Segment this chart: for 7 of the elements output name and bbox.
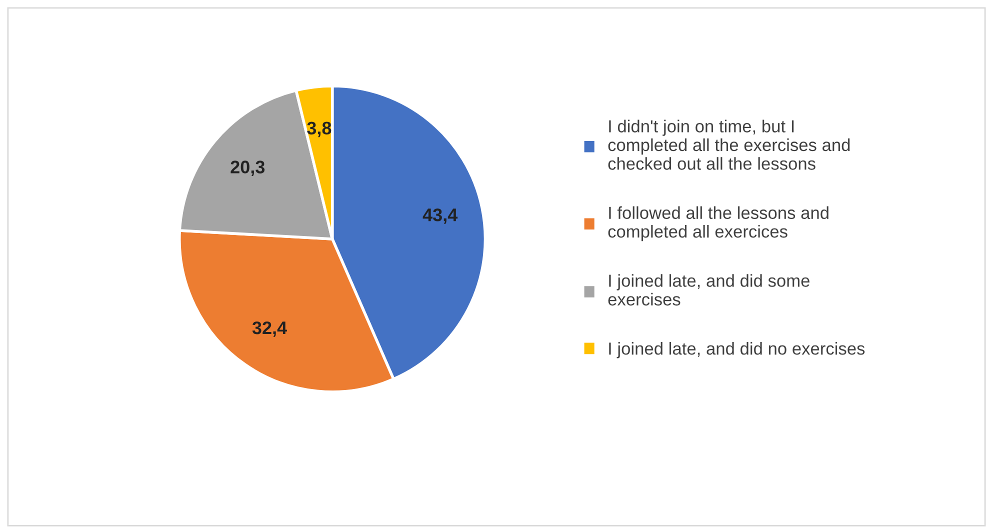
data-label: 32,4 (252, 321, 287, 337)
legend-label: I joined late, and did some exercises (608, 274, 810, 306)
legend-label: I didn't join on time, but I completed all the exercises and checked out all the lessons (608, 120, 850, 170)
legend-label: I joined late, and did no exercises (609, 342, 865, 358)
data-label: 43,4 (422, 208, 458, 224)
legend-label: I followed all the lessons and completed all exercices (608, 206, 828, 242)
data-label: 20,3 (230, 160, 265, 176)
